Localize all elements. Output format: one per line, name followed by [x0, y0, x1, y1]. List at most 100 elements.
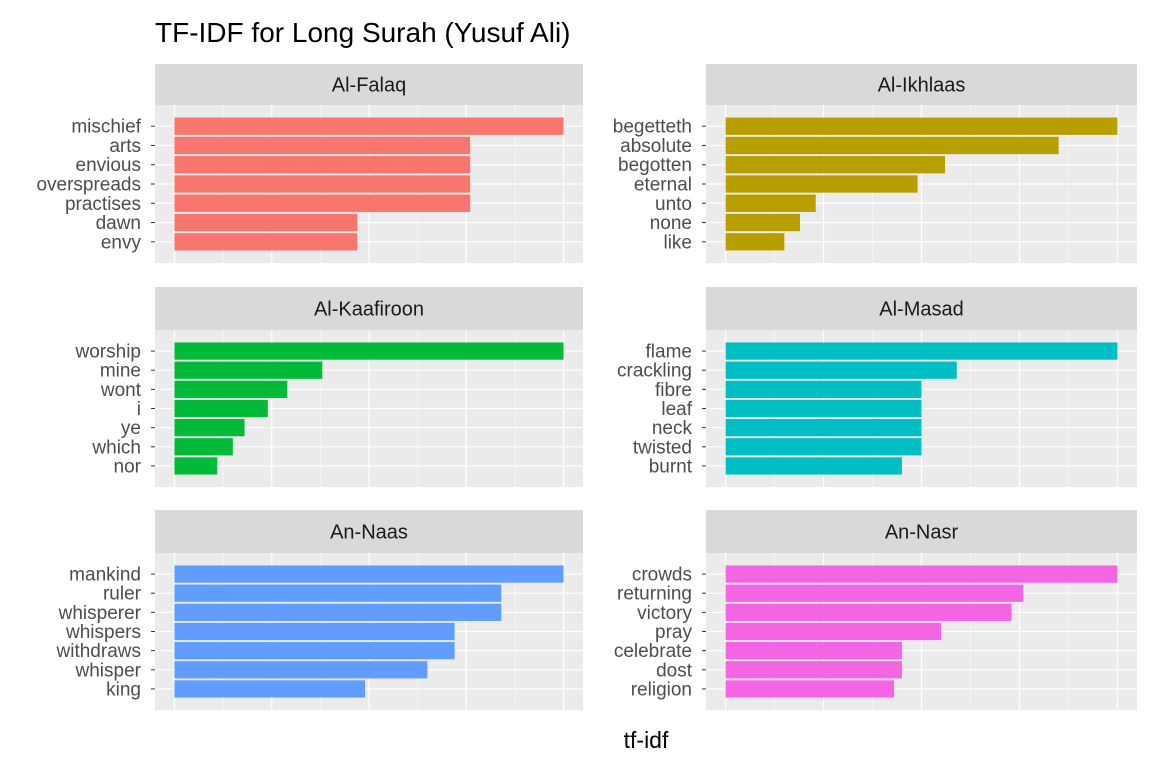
- y-tick-label: burnt: [649, 456, 693, 477]
- y-tick-label: returning: [617, 584, 692, 605]
- facet-strip: [155, 510, 583, 553]
- bar-king: [174, 680, 366, 698]
- bar-dawn: [174, 213, 358, 232]
- bar-fibre: [725, 380, 922, 398]
- bar-like: [725, 233, 785, 251]
- y-tick-label: ruler: [103, 584, 142, 605]
- facet-strip: [706, 510, 1137, 553]
- y-tick-label: dawn: [96, 213, 141, 234]
- bar-practises: [174, 194, 471, 212]
- bar-eternal: [725, 175, 918, 193]
- y-tick-label: mine: [100, 361, 141, 382]
- bar-i: [174, 399, 268, 418]
- y-tick-label: practises: [65, 194, 141, 215]
- bar-which: [174, 438, 233, 456]
- bar-arts: [174, 136, 471, 155]
- bar-absolute: [725, 136, 1059, 155]
- facet-strip-label: Al-Masad: [879, 299, 963, 321]
- y-tick-label: worship: [75, 342, 141, 363]
- bar-begetteth: [725, 117, 1118, 135]
- y-tick-label: nor: [114, 456, 142, 477]
- bar-burnt: [725, 457, 902, 475]
- bar-crackling: [725, 361, 957, 379]
- y-tick-label: ye: [121, 418, 141, 439]
- y-tick-label: fibre: [655, 380, 692, 401]
- bar-flame: [725, 342, 1118, 360]
- facet-strip-label: Al-Falaq: [332, 75, 406, 97]
- bar-withdraws: [174, 642, 455, 660]
- facet-panel-al-falaq: Al-Falaq mischiefartsenviousoverspreadspr…: [36, 64, 583, 263]
- facet-strip-label: An-Naas: [330, 522, 408, 544]
- bar-twisted: [725, 438, 922, 456]
- y-tick-label: whisperer: [58, 603, 142, 624]
- bar-whisper: [174, 661, 428, 679]
- bar-unto: [725, 194, 816, 212]
- chart-title: TF-IDF for Long Surah (Yusuf Ali): [155, 17, 571, 48]
- y-tick-label: wont: [100, 380, 142, 401]
- bar-mischief: [174, 117, 564, 135]
- y-tick-label: begotten: [618, 155, 692, 176]
- y-tick-label: victory: [637, 603, 692, 624]
- bar-victory: [725, 603, 1012, 621]
- bar-envy: [174, 233, 358, 251]
- y-tick-label: overspreads: [36, 175, 141, 196]
- facet-panel-an-nasr: An-Nasr crowdsreturningvictorypraycelebra…: [614, 510, 1137, 710]
- facet-strip: [155, 287, 583, 330]
- y-tick-label: arts: [109, 136, 141, 157]
- bar-whispers: [174, 622, 455, 641]
- bar-dost: [725, 661, 902, 679]
- bar-religion: [725, 680, 895, 698]
- y-tick-label: pray: [655, 622, 692, 643]
- bar-begotten: [725, 156, 946, 174]
- facet-strip: [155, 64, 583, 105]
- facet-strip: [706, 64, 1137, 105]
- y-tick-label: dost: [656, 660, 693, 681]
- bar-ruler: [174, 584, 502, 602]
- bar-mankind: [174, 565, 564, 583]
- y-tick-label: like: [663, 232, 692, 253]
- bar-whisperer: [174, 603, 502, 621]
- bar-pray: [725, 622, 942, 641]
- y-tick-label: envy: [101, 232, 142, 253]
- bar-nor: [174, 457, 218, 475]
- bar-mine: [174, 361, 323, 379]
- y-tick-label: unto: [655, 194, 692, 215]
- y-tick-label: religion: [631, 679, 692, 700]
- y-tick-label: envious: [76, 155, 142, 176]
- facet-strip-label: An-Nasr: [885, 522, 959, 544]
- bar-wont: [174, 380, 288, 398]
- bar-crowds: [725, 565, 1118, 583]
- y-tick-label: absolute: [620, 136, 692, 157]
- y-tick-label: withdraws: [56, 641, 141, 662]
- y-tick-label: leaf: [661, 399, 692, 420]
- facet-panel-al-ikhlaas: Al-Ikhlaas begettethabsolutebegottenetern…: [613, 64, 1137, 263]
- y-tick-label: twisted: [633, 437, 692, 458]
- bar-returning: [725, 584, 1024, 602]
- y-tick-label: whispers: [65, 622, 141, 643]
- facet-panel-an-naas: An-Naas mankindrulerwhispererwhisperswith…: [56, 510, 583, 710]
- bar-ye: [174, 419, 245, 437]
- bar-celebrate: [725, 642, 902, 660]
- facet-panel-al-masad: Al-Masad flamecracklingfibreleafnecktwist…: [617, 287, 1137, 487]
- y-tick-label: which: [91, 437, 141, 458]
- y-tick-label: flame: [646, 342, 692, 363]
- y-tick-label: begetteth: [613, 117, 692, 138]
- y-tick-label: none: [650, 213, 692, 234]
- y-tick-label: crowds: [632, 565, 692, 586]
- bar-overspreads: [174, 175, 471, 193]
- bar-none: [725, 213, 801, 232]
- bar-neck: [725, 419, 922, 437]
- bar-leaf: [725, 399, 922, 418]
- y-tick-label: mischief: [71, 117, 141, 138]
- y-tick-label: neck: [652, 418, 693, 439]
- y-tick-label: celebrate: [614, 641, 692, 662]
- bar-worship: [174, 342, 564, 360]
- y-tick-label: crackling: [617, 361, 692, 382]
- facet-strip: [706, 287, 1137, 330]
- y-tick-label: whisper: [75, 660, 142, 681]
- y-tick-label: eternal: [634, 175, 692, 196]
- y-tick-label: i: [137, 399, 141, 420]
- bar-envious: [174, 156, 471, 174]
